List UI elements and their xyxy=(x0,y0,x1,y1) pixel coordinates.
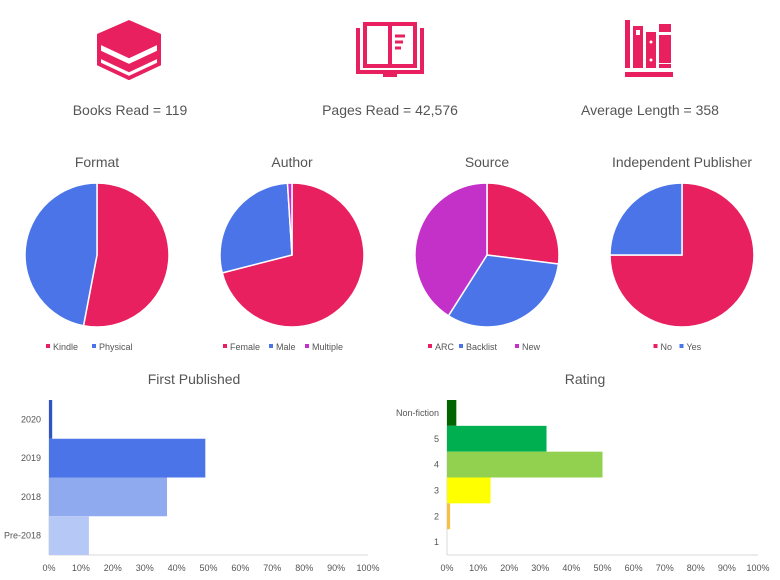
legend-swatch xyxy=(515,344,519,348)
bookshelf-icon xyxy=(625,20,673,77)
average-length-label: Average Length = 358 xyxy=(581,102,719,118)
x-tick-label: 90% xyxy=(718,563,736,573)
legend-swatch xyxy=(92,344,96,348)
x-tick-label: 40% xyxy=(168,563,186,573)
x-tick-label: 100% xyxy=(356,563,379,573)
category-label: 1 xyxy=(434,537,439,547)
category-label: Non-fiction xyxy=(396,408,439,418)
category-label: 2019 xyxy=(21,453,41,463)
legend-label: Kindle xyxy=(53,342,78,352)
bar-2018 xyxy=(49,477,168,517)
x-tick-label: 60% xyxy=(625,563,643,573)
bar-non-fiction xyxy=(447,400,457,426)
legend-swatch xyxy=(305,344,309,348)
x-tick-label: 20% xyxy=(500,563,518,573)
x-tick-label: 50% xyxy=(199,563,217,573)
legend-swatch xyxy=(269,344,273,348)
legend-swatch xyxy=(653,344,658,348)
legend-label: New xyxy=(522,342,541,352)
open-book-icon xyxy=(356,22,424,77)
x-tick-label: 30% xyxy=(531,563,549,573)
legend-swatch xyxy=(679,344,684,348)
pie-slice-arc xyxy=(486,182,560,265)
bar-4 xyxy=(447,451,603,478)
legend-label: Female xyxy=(230,342,260,352)
chart-title: First Published xyxy=(148,371,241,387)
pie-slice-female xyxy=(221,182,365,328)
pie-chart-author: Author Female Male Multiple xyxy=(219,154,365,352)
category-label: 2 xyxy=(434,511,439,521)
legend-label: Backlist xyxy=(466,342,498,352)
kpi-pages-read: Pages Read = 42,576 xyxy=(260,0,520,118)
pie-chart-source: Source ARC Backlist New xyxy=(414,154,560,352)
bar-chart-first-published: First Published 2020 2019 2018 Pre-2018 0% 10%… xyxy=(4,371,380,573)
legend-label: No xyxy=(661,342,673,352)
bar-3 xyxy=(447,477,491,504)
chart-title: Rating xyxy=(565,371,605,387)
category-label: Pre-2018 xyxy=(4,531,41,541)
x-tick-label: 90% xyxy=(327,563,345,573)
chart-title: Independent Publisher xyxy=(612,154,752,170)
legend-swatch xyxy=(223,344,227,348)
pie-slice-yes xyxy=(609,182,683,256)
x-tick-label: 100% xyxy=(746,563,769,573)
legend-swatch xyxy=(459,344,463,348)
legend-label: ARC xyxy=(435,342,455,352)
book-stack-icon xyxy=(97,20,161,80)
chart-title: Author xyxy=(271,154,313,170)
kpi-average-length: Average Length = 358 xyxy=(520,0,780,118)
category-label: 3 xyxy=(434,485,439,495)
category-label: 2018 xyxy=(21,492,41,502)
x-tick-label: 50% xyxy=(593,563,611,573)
bar-2019 xyxy=(49,438,206,478)
x-tick-label: 20% xyxy=(104,563,122,573)
x-tick-label: 70% xyxy=(656,563,674,573)
x-tick-label: 60% xyxy=(231,563,249,573)
x-tick-label: 80% xyxy=(687,563,705,573)
chart-title: Source xyxy=(465,154,510,170)
legend-swatch xyxy=(46,344,50,348)
legend-swatch xyxy=(428,344,432,348)
legend-label: Male xyxy=(276,342,296,352)
bar-2020 xyxy=(49,400,53,439)
legend-label: Physical xyxy=(99,342,133,352)
pie-slice-kindle xyxy=(82,182,170,328)
category-label: 4 xyxy=(434,460,439,470)
pie-slice-new xyxy=(414,182,488,317)
chart-title: Format xyxy=(75,154,119,170)
x-tick-label: 10% xyxy=(469,563,487,573)
legend-label: Multiple xyxy=(312,342,343,352)
pie-slice-male xyxy=(219,182,293,274)
bar-pre-2018 xyxy=(49,516,89,555)
pie-chart-independent-publisher: Independent Publisher No Yes xyxy=(609,154,755,352)
bar-2 xyxy=(447,503,451,530)
x-tick-label: 0% xyxy=(42,563,55,573)
legend-label: Yes xyxy=(687,342,702,352)
pie-slice-physical xyxy=(24,182,98,327)
kpi-books-read: Books Read = 119 xyxy=(0,0,260,118)
x-tick-label: 10% xyxy=(72,563,90,573)
pages-read-label: Pages Read = 42,576 xyxy=(322,102,458,118)
x-tick-label: 70% xyxy=(263,563,281,573)
x-tick-label: 0% xyxy=(440,563,453,573)
category-label: 2020 xyxy=(21,414,41,424)
books-read-label: Books Read = 119 xyxy=(72,102,188,118)
pie-chart-format: Format Kindle Physical xyxy=(24,154,170,352)
x-tick-label: 80% xyxy=(295,563,313,573)
category-label: 5 xyxy=(434,434,439,444)
x-tick-label: 40% xyxy=(562,563,580,573)
bar-5 xyxy=(447,425,547,452)
x-tick-label: 30% xyxy=(136,563,154,573)
pie-slice-multiple xyxy=(286,182,293,256)
